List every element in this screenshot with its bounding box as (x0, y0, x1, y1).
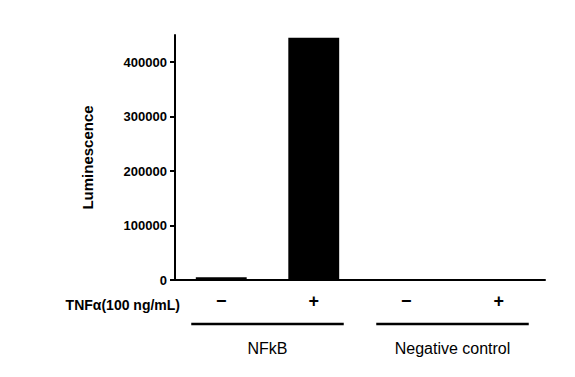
svg-text:200000: 200000 (124, 164, 167, 179)
svg-text:+: + (493, 291, 504, 311)
svg-text:Luminescence: Luminescence (79, 105, 96, 209)
svg-text:−: − (401, 291, 412, 311)
svg-text:100000: 100000 (124, 218, 167, 233)
svg-text:TNFα(100 ng/mL): TNFα(100 ng/mL) (66, 297, 180, 313)
svg-text:300000: 300000 (124, 109, 167, 124)
svg-text:+: + (308, 291, 319, 311)
svg-text:0: 0 (160, 273, 167, 288)
svg-text:NFkB: NFkB (248, 340, 288, 357)
svg-text:400000: 400000 (124, 55, 167, 70)
svg-text:Negative control: Negative control (395, 340, 511, 357)
svg-text:−: − (216, 291, 227, 311)
